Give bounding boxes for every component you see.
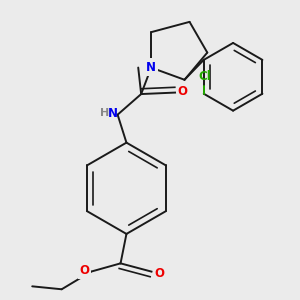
Text: O: O — [80, 264, 90, 277]
Text: O: O — [155, 267, 165, 280]
Text: N: N — [146, 61, 156, 74]
Text: H: H — [100, 109, 109, 118]
Text: N: N — [108, 107, 118, 120]
Text: O: O — [177, 85, 188, 98]
Text: Cl: Cl — [199, 70, 211, 83]
